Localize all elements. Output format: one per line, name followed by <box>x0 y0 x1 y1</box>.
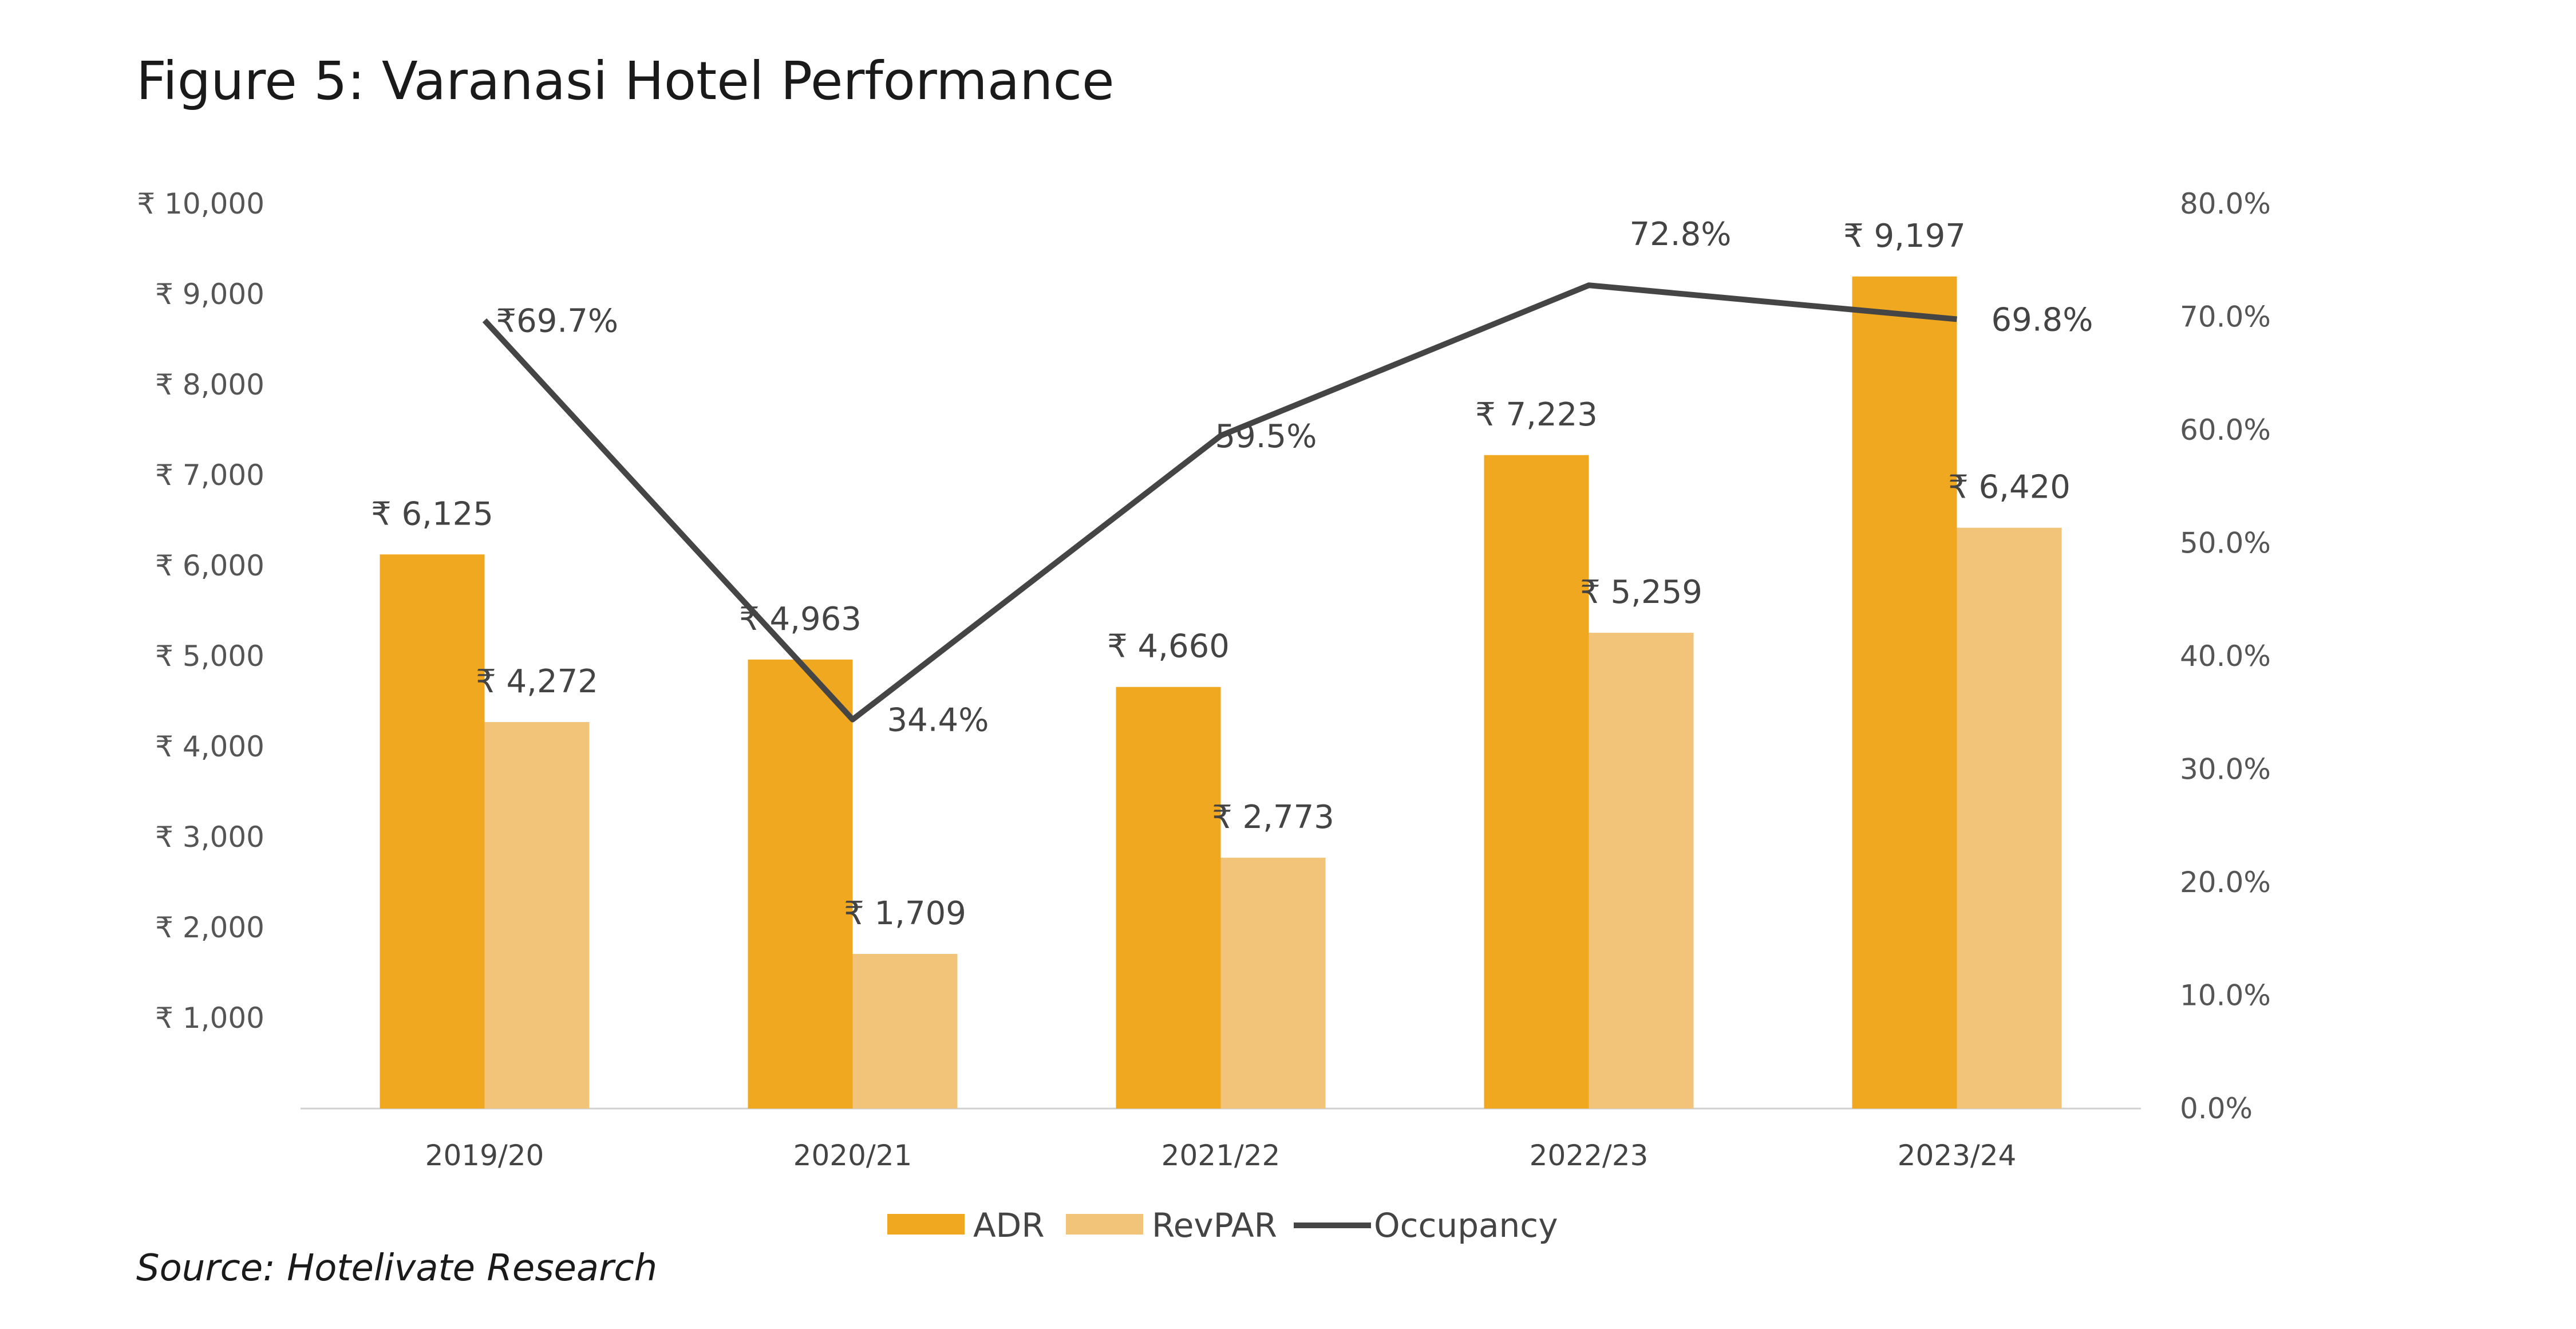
x-tick-label: 2023/24 <box>1898 1139 2017 1172</box>
legend-label-revpar: RevPAR <box>1152 1206 1277 1245</box>
left-tick-label: ₹ 5,000 <box>155 640 264 673</box>
right-tick-label: 50.0% <box>2180 527 2271 560</box>
revpar-data-label: ₹ 2,773 <box>1212 799 1334 836</box>
legend: ADR RevPAR Occupancy <box>887 1206 1558 1245</box>
adr-bar <box>1116 687 1221 1109</box>
left-tick-label: ₹ 7,000 <box>155 459 264 492</box>
legend-label-occupancy: Occupancy <box>1374 1206 1558 1245</box>
revpar-data-label: ₹ 5,259 <box>1580 574 1702 611</box>
revpar-bar <box>852 953 958 1109</box>
occupancy-data-label: 69.8% <box>1992 301 2093 338</box>
x-tick-label: 2020/21 <box>793 1139 912 1172</box>
revpar-bar <box>1220 857 1326 1109</box>
x-tick-label: 2022/23 <box>1530 1139 1649 1172</box>
right-axis: 0.0% 10.0% 20.0% 30.0% 40.0% 50.0% 60.0% 70.0% 8… <box>2180 187 2271 1125</box>
left-axis: ₹ 1,000 ₹ 2,000 ₹ 3,000 ₹ 4,000 ₹ 5,000 ₹ 6,0… <box>137 187 264 1035</box>
left-tick-label: ₹ 3,000 <box>155 821 264 854</box>
legend-swatch-revpar <box>1066 1214 1143 1235</box>
revpar-data-label: ₹ 4,272 <box>476 663 598 700</box>
occupancy-line-group: ₹69.7% 34.4% 59.5% 72.8% 69.8% <box>482 216 2093 739</box>
occupancy-line <box>482 282 1957 723</box>
source-note: Source: Hotelivate Research <box>136 1247 658 1289</box>
left-tick-label: ₹ 10,000 <box>137 187 264 220</box>
occupancy-data-label: ₹69.7% <box>496 302 619 340</box>
left-tick-label: ₹ 1,000 <box>155 1001 264 1035</box>
bar-group <box>380 276 2062 1109</box>
occupancy-data-label: 34.4% <box>887 702 989 739</box>
bar-label-group: ₹ 6,125₹ 4,272₹ 4,963₹ 1,709₹ 4,660₹ 2,7… <box>371 218 2071 932</box>
left-tick-label: ₹ 2,000 <box>155 911 264 944</box>
left-tick-label: ₹ 4,000 <box>155 730 264 763</box>
adr-bar <box>380 554 485 1109</box>
adr-bar <box>748 659 853 1109</box>
adr-data-label: ₹ 4,660 <box>1107 628 1230 665</box>
right-tick-label: 0.0% <box>2180 1092 2253 1125</box>
right-tick-label: 80.0% <box>2180 187 2271 220</box>
right-tick-label: 60.0% <box>2180 413 2271 447</box>
legend-label-adr: ADR <box>973 1206 1045 1245</box>
chart-title: Figure 5: Varanasi Hotel Performance <box>136 50 1115 112</box>
legend-swatch-adr <box>887 1214 965 1235</box>
right-tick-label: 40.0% <box>2180 640 2271 673</box>
right-tick-label: 70.0% <box>2180 301 2271 334</box>
x-tick-label: 2019/20 <box>425 1139 544 1172</box>
x-tick-label: 2021/22 <box>1161 1139 1281 1172</box>
left-tick-label: ₹ 6,000 <box>155 549 264 582</box>
adr-bar <box>1852 276 1957 1109</box>
revpar-data-label: ₹ 6,420 <box>1948 469 2071 506</box>
revpar-bar <box>1589 633 1694 1109</box>
left-tick-label: ₹ 8,000 <box>155 368 264 401</box>
revpar-bar <box>484 722 590 1109</box>
left-tick-label: ₹ 9,000 <box>155 278 264 311</box>
right-tick-label: 10.0% <box>2180 979 2271 1012</box>
right-tick-label: 30.0% <box>2180 753 2271 786</box>
revpar-bar <box>1957 527 2062 1109</box>
adr-data-label: ₹ 7,223 <box>1475 396 1598 433</box>
occupancy-data-label: 72.8% <box>1630 216 1732 253</box>
right-tick-label: 20.0% <box>2180 866 2271 899</box>
occupancy-data-label: 59.5% <box>1215 418 1317 455</box>
revpar-data-label: ₹ 1,709 <box>844 895 966 932</box>
adr-data-label: ₹ 6,125 <box>371 495 493 533</box>
x-tick-group: 2019/20 2020/21 2021/22 2022/23 2023/24 <box>425 1139 2017 1172</box>
adr-data-label: ₹ 9,197 <box>1843 218 1966 255</box>
adr-bar <box>1484 455 1589 1109</box>
